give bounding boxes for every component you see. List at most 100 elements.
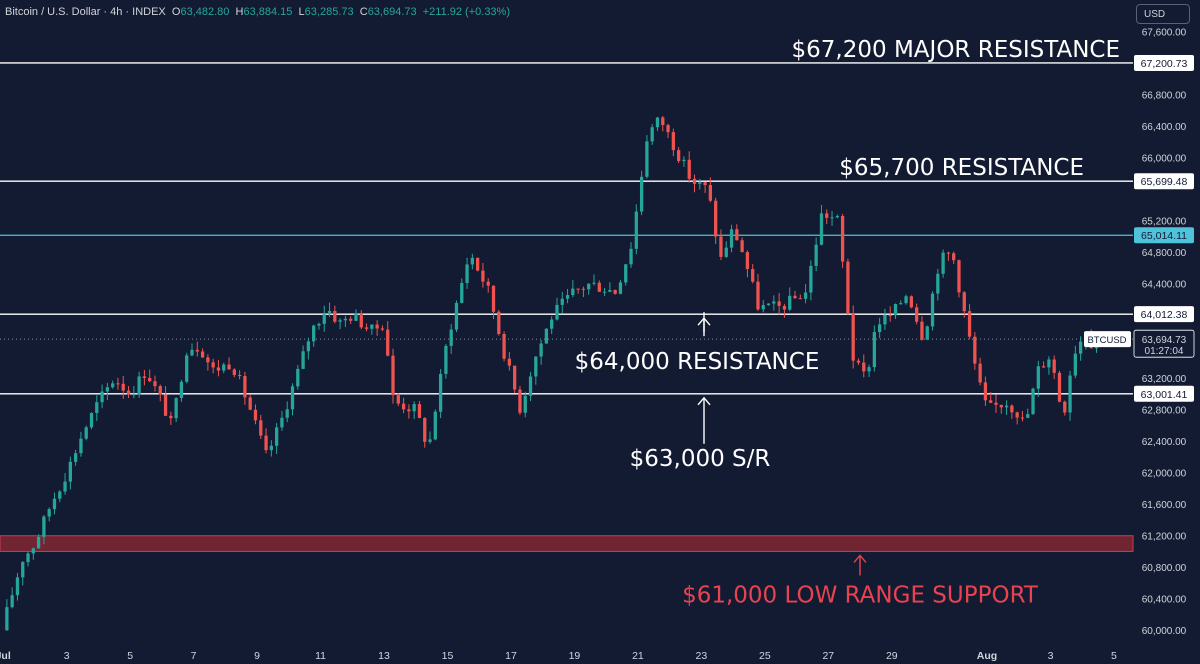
candle-body <box>639 176 644 212</box>
candle-body <box>507 358 512 366</box>
ohlc-header: Bitcoin / U.S. Dollar · 4h · INDEX O63,4… <box>5 6 510 18</box>
candle-body <box>454 302 459 330</box>
candle-body <box>232 369 236 376</box>
candle-body <box>528 376 533 396</box>
candle-body <box>475 257 480 271</box>
candle-body <box>423 417 427 442</box>
y-tick-label: 61,200.00 <box>1142 532 1187 543</box>
candle-body <box>962 292 966 312</box>
candle-body <box>222 364 226 371</box>
x-tick-label: 25 <box>759 650 771 662</box>
candle-body <box>761 305 765 310</box>
candle-body <box>862 362 866 372</box>
candle-body <box>52 498 57 510</box>
candle-body <box>10 595 14 608</box>
y-tick-label: 66,000.00 <box>1142 154 1187 165</box>
y-tick-label: 60,800.00 <box>1142 563 1187 574</box>
candle-body <box>973 336 977 364</box>
y-tick-label: 64,800.00 <box>1142 248 1187 259</box>
candle-body <box>121 383 125 391</box>
level-price-label: 65,699.48 <box>1141 176 1188 188</box>
candle-body <box>899 303 903 305</box>
support-zone <box>0 535 1134 552</box>
candle-body <box>301 351 305 369</box>
candle-body <box>835 215 839 218</box>
currency-button[interactable]: USD <box>1136 4 1190 24</box>
candle-body <box>5 607 9 631</box>
candle-body <box>312 325 316 342</box>
candle-body <box>126 390 131 395</box>
candle-body <box>798 298 802 300</box>
candle-body <box>21 562 25 578</box>
candle-body <box>941 252 945 274</box>
x-tick-label: 15 <box>442 650 454 662</box>
candle-body <box>888 314 892 316</box>
candle-body <box>169 415 173 419</box>
candle-body <box>772 301 776 304</box>
x-tick-label: 23 <box>696 650 708 662</box>
candle-body <box>793 295 797 299</box>
candle-body <box>444 345 448 374</box>
candle-body <box>883 314 887 325</box>
candle-body <box>349 318 353 321</box>
candle-body <box>634 211 638 249</box>
x-tick-label: Aug <box>977 650 997 662</box>
candle-body <box>296 368 300 387</box>
candle-body <box>581 288 586 290</box>
low-value: 63,285.73 <box>304 6 354 18</box>
symbol-tag <box>1084 331 1131 348</box>
candle-body <box>708 185 713 201</box>
candle-body <box>1063 401 1067 413</box>
candle-body <box>788 295 792 310</box>
candle-body <box>650 127 654 142</box>
candle-body <box>248 397 252 410</box>
candle-body <box>396 395 400 404</box>
candle-body <box>148 377 152 382</box>
current-price-tag <box>1133 329 1195 358</box>
candle-body <box>692 178 697 184</box>
candle-body <box>915 307 919 322</box>
level-price-tag <box>1134 306 1194 323</box>
candle-body <box>185 355 189 382</box>
candle-body <box>486 281 490 286</box>
countdown-label: 01:27:04 <box>1145 346 1184 357</box>
candle-body <box>682 159 686 162</box>
candle-body <box>719 236 723 257</box>
candle-body <box>163 394 168 416</box>
candle-body <box>1020 417 1025 419</box>
candle-body <box>803 292 808 299</box>
y-tick-label: 65,200.00 <box>1142 217 1187 228</box>
y-tick-label: 62,000.00 <box>1142 469 1187 480</box>
candle-body <box>36 536 41 549</box>
candle-body <box>655 117 660 128</box>
candle-body <box>465 264 469 283</box>
candle-body <box>63 481 67 492</box>
candle-body <box>814 244 818 266</box>
candle-body <box>491 285 496 312</box>
candle-body <box>946 252 951 254</box>
candle-body <box>830 217 834 219</box>
x-tick-label: 9 <box>254 650 260 662</box>
x-tick-label: 17 <box>505 650 517 662</box>
candle-body <box>89 413 94 428</box>
candle-body <box>84 427 88 439</box>
candle-body <box>327 310 332 315</box>
candle-body <box>877 324 882 333</box>
candle-body <box>957 260 961 293</box>
level-price-tag <box>1134 385 1194 402</box>
candle-body <box>190 349 194 356</box>
candle-body <box>920 321 924 340</box>
candle-body <box>602 291 607 293</box>
candle-body <box>936 273 940 294</box>
candle-body <box>274 427 279 446</box>
low-key: L <box>298 6 305 18</box>
symbol-label[interactable]: Bitcoin / U.S. Dollar · 4h · INDEX <box>5 6 166 18</box>
candle-body <box>555 304 559 320</box>
level-price-tag <box>1134 227 1194 244</box>
candle-body <box>433 411 437 440</box>
x-tick-label: 19 <box>569 650 581 662</box>
candle-body <box>872 332 876 368</box>
candle-body <box>851 313 855 361</box>
